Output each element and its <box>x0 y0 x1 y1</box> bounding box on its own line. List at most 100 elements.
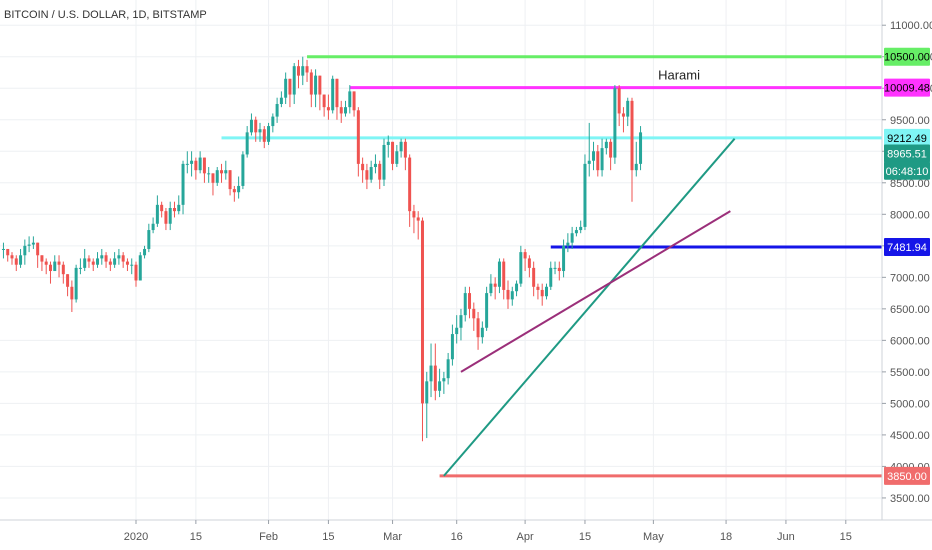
candle-body <box>104 255 108 262</box>
candle-body <box>489 283 493 294</box>
candle-body <box>420 220 424 404</box>
y-tick-label: 6500.00 <box>890 304 930 316</box>
candle-body <box>373 163 377 168</box>
candle-body <box>519 252 523 284</box>
candle-body <box>275 104 279 117</box>
candle-body <box>83 258 87 268</box>
candle-body <box>117 255 121 259</box>
candle-body <box>570 233 574 243</box>
candle-body <box>557 267 561 272</box>
horizontal-levels[interactable] <box>221 55 882 478</box>
level-price-label: 3850.00 <box>887 471 927 483</box>
candle-body <box>365 170 369 180</box>
candle-body <box>463 293 467 316</box>
candle-body <box>168 208 172 224</box>
candle-body <box>100 255 104 259</box>
candle-body <box>536 286 540 290</box>
candle-body <box>198 157 202 171</box>
x-tick-label: 15 <box>322 531 334 543</box>
trendlines[interactable] <box>443 138 736 477</box>
candle-body <box>579 226 583 231</box>
candle-body <box>36 242 40 256</box>
candle-body <box>450 334 454 360</box>
candle-body <box>151 223 155 231</box>
y-tick-label: 7000.00 <box>890 272 930 284</box>
candle-body <box>587 160 591 164</box>
candle-body <box>626 100 630 117</box>
candle-body <box>344 107 348 114</box>
candle-body <box>138 255 142 281</box>
candle-body <box>211 173 215 183</box>
candle-body <box>331 78 335 111</box>
candle-body <box>574 230 578 234</box>
candle-body <box>172 208 176 212</box>
candle-body <box>468 293 472 309</box>
y-tick-label: 11000.00 <box>890 20 932 32</box>
x-tick-label: 2020 <box>124 531 148 543</box>
x-tick-label: Feb <box>259 531 278 543</box>
candle-body <box>40 255 44 262</box>
x-tick-label: Mar <box>383 531 402 543</box>
candle-body <box>326 107 330 111</box>
current-price-label: 8965.51 <box>887 148 927 160</box>
candle-body <box>639 132 643 164</box>
candle-body <box>609 141 613 158</box>
candle-body <box>134 264 138 281</box>
candle-body <box>527 258 531 268</box>
candle-body <box>476 318 480 338</box>
candle-body <box>502 261 506 290</box>
candle-body <box>284 78 288 98</box>
annotations: Harami <box>658 68 700 83</box>
y-tick-label: 6000.00 <box>890 335 930 347</box>
candle-body <box>296 66 300 76</box>
candle-body <box>566 242 570 246</box>
level-price-badge <box>884 128 930 147</box>
candle-body <box>318 75 322 95</box>
candle-body <box>596 151 600 171</box>
candle-body <box>10 255 14 259</box>
candle-body <box>356 110 360 164</box>
level-price-badge <box>884 237 930 256</box>
candle-body <box>143 248 147 256</box>
candle-body <box>160 204 164 212</box>
candle-body <box>78 267 82 269</box>
candle-body <box>352 91 356 111</box>
candle-body <box>288 78 292 95</box>
x-tick-label: Jun <box>777 531 795 543</box>
candle-body <box>147 230 151 249</box>
candle-body <box>125 261 129 265</box>
level-price-badge <box>884 78 930 97</box>
candle-body <box>130 264 134 266</box>
candles <box>1 56 643 442</box>
candle-body <box>215 170 219 183</box>
level-price-label: 10009.48 <box>884 83 930 95</box>
candle-body <box>438 381 442 391</box>
level-price-label: 10500.00 <box>884 52 930 64</box>
trendline[interactable] <box>460 210 731 373</box>
level-price-label: 7481.94 <box>887 242 927 254</box>
price-badges: 10500.00 10009.48 9212.49 7481.94 3850.00 896… <box>884 47 930 485</box>
trendline[interactable] <box>443 138 736 477</box>
candle-body <box>271 116 275 127</box>
candle-body <box>57 261 61 265</box>
level-price-badge <box>884 466 930 485</box>
candle-body <box>506 289 510 300</box>
candle-body <box>279 97 283 104</box>
candle-body <box>335 78 339 108</box>
candle-body <box>540 289 544 297</box>
candle-body <box>553 267 557 269</box>
candle-body <box>232 189 236 193</box>
plot-background <box>0 0 882 520</box>
x-tick-label: 15 <box>190 531 202 543</box>
time-axis[interactable]: 16202015Feb15Mar16Apr15May18Jun15 <box>124 520 932 543</box>
candle-body <box>254 119 258 133</box>
candle-body <box>592 151 596 161</box>
current-price-label: 06:48:10 <box>886 166 929 178</box>
candle-body <box>220 170 224 174</box>
candle-body <box>544 286 548 297</box>
candle-body <box>429 365 433 382</box>
candle-body <box>378 163 382 180</box>
harami-annotation: Harami <box>658 68 700 83</box>
candle-body <box>1 248 5 250</box>
